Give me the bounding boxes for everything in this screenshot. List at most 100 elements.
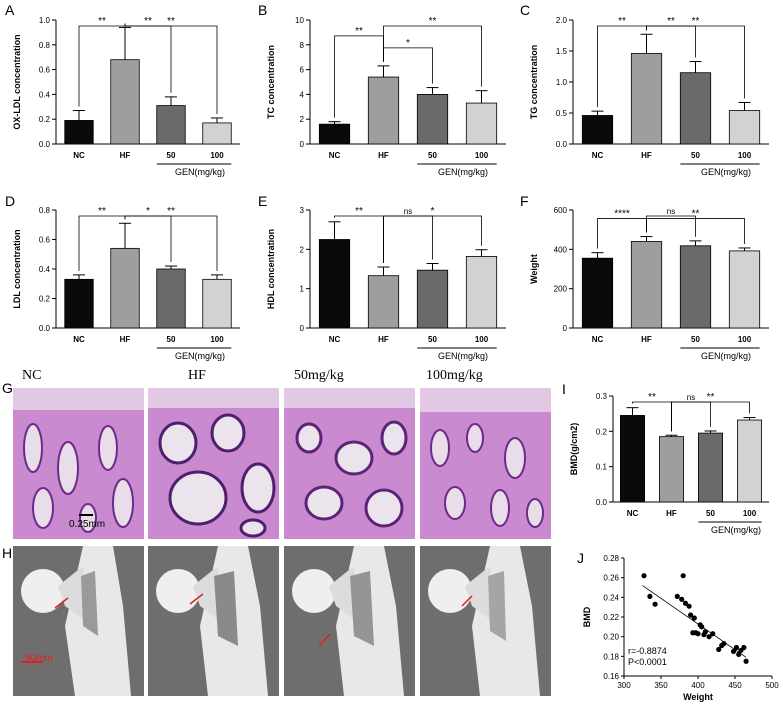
sig-label: ** xyxy=(355,26,363,37)
x-tick-label: 50 xyxy=(167,151,176,160)
data-point xyxy=(743,658,749,664)
microct-femur xyxy=(420,546,551,696)
bar-NC xyxy=(64,278,94,329)
bar-50 xyxy=(156,105,186,145)
y-tick-label: 0.20 xyxy=(603,633,619,642)
histology-image-hf xyxy=(148,388,279,539)
y-axis-label: Weight xyxy=(529,254,539,284)
x-tick-label: 100 xyxy=(743,509,757,518)
y-tick-label: 0.18 xyxy=(603,652,619,661)
y-tick-label: 4 xyxy=(300,90,305,99)
microct-image-100 xyxy=(420,546,551,696)
y-tick-label: 0.1 xyxy=(596,463,608,472)
bar-HF xyxy=(659,436,684,503)
bar-NC xyxy=(318,123,351,145)
y-tick-label: 1.0 xyxy=(39,16,51,25)
bar-NC xyxy=(318,239,351,329)
microct-image-hf xyxy=(148,546,279,696)
data-point xyxy=(730,648,737,655)
panel-letter-c: C xyxy=(520,2,531,18)
bar-100 xyxy=(737,419,762,503)
sig-bracket xyxy=(646,218,745,244)
bar-NC xyxy=(581,257,614,329)
group-label: GEN(mg/kg) xyxy=(701,167,751,177)
x-tick-label: 400 xyxy=(691,681,705,690)
sig-label: ** xyxy=(692,16,700,27)
bar-HF xyxy=(110,59,140,145)
y-tick-label: 1.0 xyxy=(556,78,568,87)
sig-label: ** xyxy=(667,16,675,27)
y-tick-label: 1 xyxy=(300,285,305,294)
x-tick-label: 450 xyxy=(728,681,742,690)
sig-label: ** xyxy=(167,16,175,27)
group-label: GEN(mg/kg) xyxy=(438,167,488,177)
sig-bracket xyxy=(671,401,711,432)
y-tick-label: 0.22 xyxy=(603,613,619,622)
y-tick-label: 0.4 xyxy=(39,265,51,274)
data-point xyxy=(710,631,716,637)
bar-HF xyxy=(630,53,663,145)
y-tick-label: 0.24 xyxy=(603,593,619,602)
histology-image-50 xyxy=(284,388,415,539)
data-point xyxy=(706,634,712,640)
y-tick-label: 0.8 xyxy=(39,206,51,215)
microct-image-50 xyxy=(284,546,415,696)
y-tick-label: 0.4 xyxy=(39,90,51,99)
bar-100 xyxy=(728,110,761,145)
y-tick-label: 0 xyxy=(300,324,305,333)
x-tick-label: 100 xyxy=(475,151,489,160)
sig-bracket xyxy=(671,401,750,432)
y-tick-label: 0.16 xyxy=(603,672,619,681)
histology-image-nc: 0.25mm xyxy=(13,388,144,539)
y-axis-label: HDL concentration xyxy=(266,229,276,309)
microct-image-nc: 50mm xyxy=(13,546,144,696)
microct-femur xyxy=(13,546,144,696)
x-tick-label: HF xyxy=(641,335,652,344)
bar-NC xyxy=(64,120,94,145)
bar-100 xyxy=(465,256,498,329)
panel-letter-b: B xyxy=(258,2,268,18)
x-tick-label: HF xyxy=(641,151,652,160)
bar-50 xyxy=(679,72,712,145)
bar-100 xyxy=(465,102,498,145)
sig-label: ** xyxy=(692,209,700,220)
sig-bracket xyxy=(646,25,696,58)
y-tick-label: 0 xyxy=(300,140,305,149)
x-tick-label: 100 xyxy=(738,151,752,160)
y-tick-label: 400 xyxy=(554,245,568,254)
data-point xyxy=(652,601,658,607)
chart-d-ldl: 0.0 0.2 0.4 0.6 0.8 LDL concentration NC HF 50 10… xyxy=(12,206,240,361)
y-tick-label: 1.5 xyxy=(556,47,568,56)
bar-100 xyxy=(202,278,232,329)
data-point xyxy=(680,573,686,579)
panel-letter-d: D xyxy=(5,193,16,209)
sig-label: ns xyxy=(687,393,695,402)
x-tick-label: HF xyxy=(120,151,131,160)
y-tick-label: 0.5 xyxy=(556,109,568,118)
sig-bracket xyxy=(646,25,745,99)
x-tick-label: NC xyxy=(329,151,341,160)
sig-bracket xyxy=(383,215,482,264)
x-tick-label: NC xyxy=(73,335,85,344)
data-point xyxy=(674,593,680,599)
sig-bracket xyxy=(124,23,218,114)
sig-label: ** xyxy=(144,16,152,27)
y-tick-label: 0.0 xyxy=(39,140,51,149)
y-tick-label: 10 xyxy=(295,16,304,25)
y-tick-label: 0 xyxy=(563,324,568,333)
y-tick-label: 2.0 xyxy=(556,16,568,25)
y-tick-label: 200 xyxy=(554,285,568,294)
bar-50 xyxy=(416,94,449,145)
group-label: GEN(mg/kg) xyxy=(701,351,751,361)
x-tick-label: 100 xyxy=(210,151,224,160)
annotation: P<0.0001 xyxy=(628,657,667,667)
y-tick-label: 3 xyxy=(300,206,305,215)
bar-50 xyxy=(416,269,449,329)
bar-NC xyxy=(581,115,614,145)
x-tick-label: 50 xyxy=(691,335,700,344)
bar-HF xyxy=(110,247,140,329)
y-tick-label: 8 xyxy=(300,41,305,50)
histology-stain xyxy=(284,388,415,539)
histology-stain xyxy=(420,388,551,539)
x-tick-label: 300 xyxy=(617,681,631,690)
